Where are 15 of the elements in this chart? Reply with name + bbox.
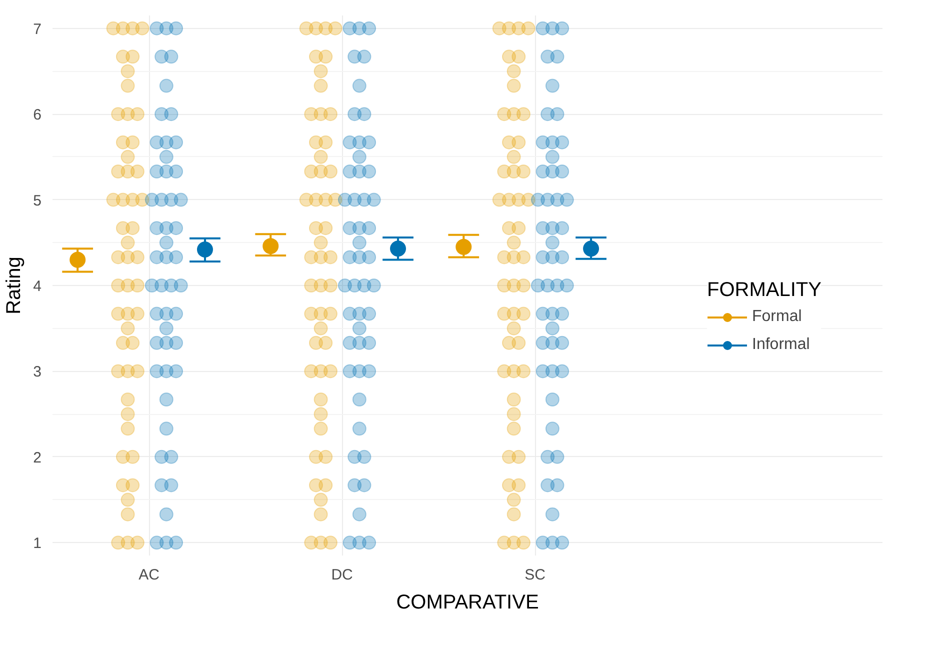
x-tick-label: AC xyxy=(138,566,160,584)
y-axis-title: Rating xyxy=(3,256,26,314)
x-axis-title: COMPARATIVE xyxy=(396,592,539,614)
legend-title: FORMALITY xyxy=(707,279,822,302)
legend-label: Informal xyxy=(752,336,810,354)
legend-label: Formal xyxy=(752,308,802,326)
y-tick-label: 2 xyxy=(33,449,42,466)
y-tick-label: 6 xyxy=(33,106,42,124)
x-tick-label: SC xyxy=(524,566,546,584)
y-tick-label: 1 xyxy=(33,535,42,552)
y-tick-label: 3 xyxy=(33,364,42,381)
x-tick-label: DC xyxy=(331,566,354,584)
y-tick-label: 7 xyxy=(33,20,42,38)
y-tick-label: 5 xyxy=(33,192,42,210)
y-tick-label: 4 xyxy=(33,278,42,295)
